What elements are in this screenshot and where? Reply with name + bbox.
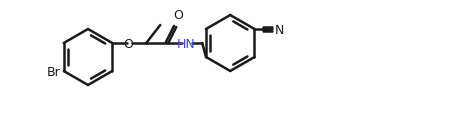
Text: O: O [173, 9, 183, 22]
Text: N: N [274, 23, 284, 36]
Text: HN: HN [177, 37, 195, 50]
Text: Br: Br [47, 65, 61, 78]
Text: O: O [123, 37, 133, 50]
